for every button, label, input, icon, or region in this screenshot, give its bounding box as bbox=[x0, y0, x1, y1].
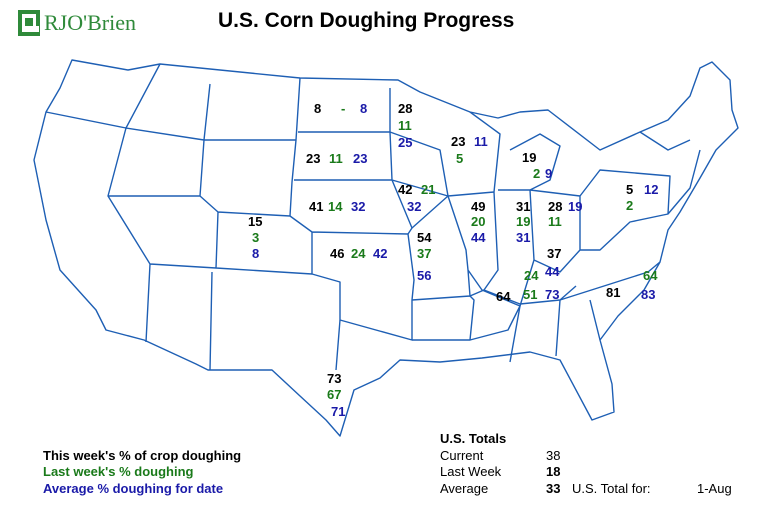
ky-last-week: 24 bbox=[524, 268, 539, 283]
page-title: U.S. Corn Doughing Progress bbox=[218, 9, 515, 32]
tx-last-week: 67 bbox=[327, 387, 342, 402]
rjobrien-logo: RJO'Brien bbox=[18, 8, 158, 40]
legend-average: Average % doughing for date bbox=[43, 481, 224, 496]
totals-current-label: Current bbox=[440, 448, 484, 463]
oh-average: 19 bbox=[568, 199, 583, 214]
ky-current: 37 bbox=[547, 246, 562, 261]
wi-current: 23 bbox=[451, 134, 466, 149]
pa-last-week: 2 bbox=[626, 198, 634, 213]
oh-last-week: 11 bbox=[548, 214, 562, 229]
totals-average-label: Average bbox=[440, 481, 489, 496]
state-lines-west bbox=[45, 63, 415, 371]
ne-last-week: 14 bbox=[328, 199, 343, 214]
co-last-week: 3 bbox=[252, 230, 260, 245]
nc-last-week: 64 bbox=[643, 268, 658, 283]
logo-text: RJO'Brien bbox=[44, 10, 136, 35]
tx-average: 71 bbox=[331, 404, 346, 419]
nd-last-week: - bbox=[341, 101, 346, 116]
ks-last-week: 24 bbox=[351, 246, 366, 261]
il-last-week: 20 bbox=[471, 214, 486, 229]
tx-current: 73 bbox=[327, 371, 342, 386]
in-current: 31 bbox=[516, 199, 531, 214]
pa-average: 12 bbox=[644, 182, 659, 197]
il-current: 49 bbox=[471, 199, 486, 214]
wi-last-week: 5 bbox=[456, 151, 464, 166]
ia-last-week: 21 bbox=[421, 182, 436, 197]
state-lines-east bbox=[447, 111, 701, 363]
logo-mark-icon bbox=[18, 10, 40, 36]
totals-date: 1-Aug bbox=[697, 481, 732, 496]
nc-average: 83 bbox=[641, 287, 656, 302]
ne-current: 41 bbox=[309, 199, 324, 214]
ks-current: 46 bbox=[330, 246, 345, 261]
totals-current-value: 38 bbox=[546, 448, 561, 463]
tn-average: 73 bbox=[545, 287, 560, 302]
ne-average: 32 bbox=[351, 199, 366, 214]
mn-current: 28 bbox=[398, 101, 413, 116]
tn-current: 64 bbox=[496, 289, 511, 304]
totals-average-value: 33 bbox=[546, 481, 561, 496]
co-average: 8 bbox=[252, 246, 260, 261]
ia-average: 32 bbox=[407, 199, 422, 214]
nd-current: 8 bbox=[314, 101, 322, 116]
state-lines-central bbox=[294, 88, 577, 371]
sd-current: 23 bbox=[306, 151, 321, 166]
in-last-week: 19 bbox=[516, 214, 531, 229]
nd-average: 8 bbox=[360, 101, 368, 116]
pa-current: 5 bbox=[626, 182, 634, 197]
mn-last-week: 11 bbox=[398, 118, 412, 133]
mi-current: 19 bbox=[522, 150, 537, 165]
legend-current: This week's % of crop doughing bbox=[43, 448, 242, 463]
co-current: 15 bbox=[248, 214, 263, 229]
mi-average: 9 bbox=[545, 166, 553, 181]
ia-current: 42 bbox=[398, 182, 413, 197]
totals-heading: U.S. Totals bbox=[440, 431, 507, 446]
legend-last-week: Last week's % doughing bbox=[43, 464, 194, 479]
us-outline bbox=[33, 59, 739, 437]
wi-average: 11 bbox=[474, 134, 488, 149]
sd-average: 23 bbox=[353, 151, 368, 166]
ks-average: 42 bbox=[373, 246, 388, 261]
totals-last-week-label: Last Week bbox=[440, 464, 502, 479]
ky-average: 44 bbox=[545, 264, 560, 279]
mi-last-week: 2 bbox=[533, 166, 541, 181]
in-average: 31 bbox=[516, 230, 531, 245]
mo-average: 56 bbox=[417, 268, 432, 283]
tn-last-week: 51 bbox=[523, 287, 538, 302]
mn-average: 25 bbox=[398, 135, 413, 150]
oh-current: 28 bbox=[548, 199, 563, 214]
mo-current: 54 bbox=[417, 230, 432, 245]
totals-last-week-value: 18 bbox=[546, 464, 561, 479]
totals-for-label: U.S. Total for: bbox=[572, 481, 651, 496]
il-average: 44 bbox=[471, 230, 486, 245]
sd-last-week: 11 bbox=[329, 151, 343, 166]
mo-last-week: 37 bbox=[417, 246, 432, 261]
nc-current: 81 bbox=[606, 285, 621, 300]
